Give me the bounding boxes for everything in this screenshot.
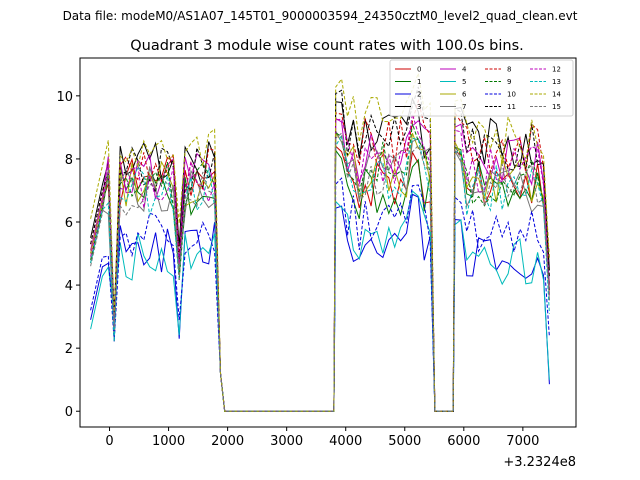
series-line-10	[90, 177, 550, 412]
series-line-11	[90, 86, 550, 412]
x-tick-label: 6000	[447, 434, 480, 449]
legend-label: 14	[552, 91, 561, 99]
legend-label: 0	[417, 66, 421, 74]
series-line-2	[90, 193, 550, 412]
legend-label: 10	[507, 91, 516, 99]
x-tick-label: 1000	[152, 434, 185, 449]
y-tick-label: 10	[56, 90, 73, 105]
y-tick-label: 6	[65, 216, 73, 231]
series-line-15	[90, 132, 550, 412]
chart-title: Quadrant 3 module wise count rates with …	[130, 38, 524, 54]
series-line-8	[90, 98, 550, 412]
y-tick-label: 0	[65, 405, 73, 420]
series-line-14	[90, 73, 550, 412]
series-layer	[90, 73, 550, 412]
legend-label: 3	[417, 103, 421, 111]
x-tick-label: 3000	[270, 434, 303, 449]
legend-label: 4	[462, 66, 467, 74]
axes-frame	[79, 57, 577, 428]
series-line-13	[90, 133, 550, 412]
series-line-12	[90, 113, 550, 412]
x-tick-label: 5000	[388, 434, 421, 449]
legend-label: 5	[462, 78, 466, 86]
legend-label: 9	[507, 78, 511, 86]
legend-label: 8	[507, 66, 511, 74]
legend-box	[389, 59, 574, 117]
legend-label: 13	[552, 78, 561, 86]
plot-area	[80, 58, 576, 427]
legend-label: 7	[462, 103, 466, 111]
x-offset-label: +3.2324e8	[503, 455, 576, 470]
legend-label: 15	[552, 103, 561, 111]
x-tick-label: 4000	[329, 434, 362, 449]
x-tick-label: 2000	[211, 434, 244, 449]
legend-label: 11	[507, 103, 516, 111]
x-tick-label: 0	[105, 434, 113, 449]
y-axis: 0 2 4 6 8 10	[56, 90, 80, 420]
y-tick-label: 2	[65, 342, 73, 357]
legend-label: 12	[552, 66, 561, 74]
legend-label: 1	[417, 78, 421, 86]
suptitle: Data file: modeM0/AS1A07_145T01_90000035…	[63, 9, 578, 23]
legend-label: 2	[417, 91, 421, 99]
x-axis: 0 1000 2000 3000 4000 5000 6000 7000	[105, 427, 539, 449]
legend-label: 6	[462, 91, 467, 99]
x-tick-label: 7000	[506, 434, 539, 449]
y-tick-label: 4	[65, 279, 73, 294]
y-tick-label: 8	[65, 153, 73, 168]
series-line-5	[90, 190, 550, 412]
